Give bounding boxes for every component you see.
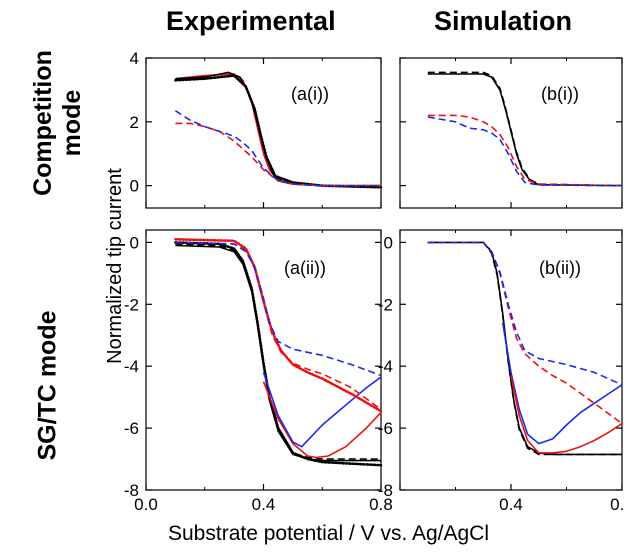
- panel-frame: [399, 229, 623, 491]
- y-tick-label: -6: [378, 419, 393, 438]
- y-tick-label: -4: [378, 357, 393, 376]
- series-red-dotted: [174, 238, 383, 413]
- y-tick-label: 2: [130, 113, 139, 132]
- series-red-solid: [510, 375, 623, 454]
- y-tick-label: -2: [378, 295, 393, 314]
- series-black-solid: [175, 71, 381, 187]
- series-black-dashed: [427, 71, 623, 187]
- panel-label: (b(ii)): [539, 258, 581, 278]
- y-tick-label: 4: [130, 49, 139, 68]
- series-red-dashed: [175, 241, 382, 411]
- x-axis-label: Substrate potential / V vs. Ag/AgCl: [168, 522, 490, 545]
- y-tick-label: -4: [124, 357, 139, 376]
- x-tick-label: 0.8: [610, 495, 624, 514]
- y-tick-label: 0: [384, 233, 393, 252]
- series-blue-solid: [501, 322, 623, 445]
- y-tick-label: 0: [130, 233, 139, 252]
- series-black-solid: [427, 241, 622, 456]
- panel-label: (a(i)): [291, 84, 329, 104]
- series-black-dashed: [427, 241, 622, 456]
- y-tick-label: 0: [130, 177, 139, 196]
- x-tick-label: 0.8: [369, 495, 393, 514]
- series-blue-dashed: [175, 241, 382, 377]
- series-red-solid: [175, 73, 381, 187]
- x-tick-label: 0.0: [134, 495, 158, 514]
- series-red-dashed: [175, 122, 381, 187]
- column-title-simulation: Simulation: [434, 6, 573, 36]
- series-black-dashed: [175, 243, 381, 460]
- series-black-solid: [427, 73, 623, 187]
- y-tick-label: -8: [124, 481, 139, 500]
- panel-label: (b(i)): [541, 84, 579, 104]
- series-red-dashed: [427, 114, 623, 187]
- y-tick-label: -2: [124, 295, 139, 314]
- series-blue-dashed: [427, 241, 623, 386]
- series-black-dotted: [174, 74, 383, 189]
- y-tick-label: -8: [378, 481, 393, 500]
- series-blue-dashed: [427, 116, 623, 187]
- panel-label: (a(ii)): [284, 258, 326, 278]
- series-blue-dashed: [174, 110, 381, 187]
- y-tick-label: -6: [124, 419, 139, 438]
- series-red-solid: [262, 381, 382, 459]
- x-tick-label: 0.4: [252, 495, 276, 514]
- x-tick-label: 0.4: [499, 495, 523, 514]
- series-red-dashed: [427, 241, 623, 425]
- column-title-experimental: Experimental: [166, 6, 336, 36]
